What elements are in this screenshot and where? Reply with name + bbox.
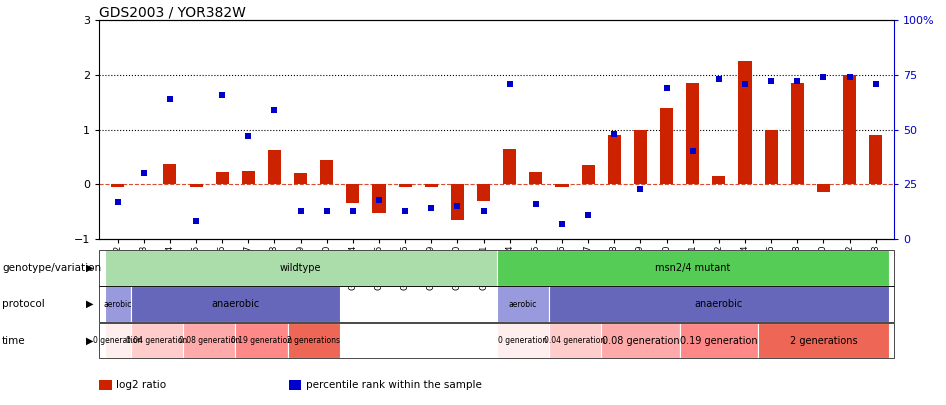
Text: anaerobic: anaerobic [211, 299, 259, 309]
Bar [869, 135, 883, 184]
Text: 0.19 generation: 0.19 generation [680, 336, 758, 345]
Point [606, 131, 622, 137]
Point [188, 218, 203, 225]
Bar [686, 83, 699, 184]
Point [267, 107, 282, 113]
Bar [373, 184, 386, 213]
Point [163, 96, 178, 102]
Point [554, 220, 569, 227]
Bar [111, 184, 124, 187]
Text: GDS2003 / YOR382W: GDS2003 / YOR382W [99, 5, 246, 19]
Bar [451, 184, 464, 220]
Point [581, 212, 596, 218]
Bar [268, 150, 281, 184]
Bar [582, 165, 595, 184]
Point [711, 76, 727, 83]
Text: anaerobic: anaerobic [694, 299, 743, 309]
Text: percentile rank within the sample: percentile rank within the sample [306, 380, 482, 390]
Point [659, 85, 674, 91]
Bar [634, 130, 647, 184]
Bar [346, 184, 359, 203]
Point [110, 198, 125, 205]
Point [815, 74, 831, 80]
Text: 0.19 generation: 0.19 generation [231, 336, 292, 345]
Point [685, 148, 700, 155]
Point [633, 185, 648, 192]
Point [293, 207, 308, 214]
Bar [660, 108, 674, 184]
Text: wildtype: wildtype [280, 263, 322, 273]
Bar [477, 184, 490, 201]
Text: ▶: ▶ [86, 336, 94, 345]
Bar [555, 184, 569, 187]
Bar [607, 135, 621, 184]
Text: 0 generation: 0 generation [93, 336, 142, 345]
Point [372, 196, 387, 203]
Point [424, 205, 439, 211]
Text: protocol: protocol [2, 299, 44, 309]
Bar [530, 172, 542, 184]
Bar [164, 164, 177, 184]
Bar [816, 184, 830, 192]
Point [450, 203, 465, 209]
Text: 0.08 generation: 0.08 generation [179, 336, 239, 345]
Bar [320, 160, 333, 184]
Point [319, 207, 334, 214]
Bar [791, 83, 804, 184]
Bar [712, 176, 726, 184]
Point [790, 78, 805, 85]
Text: 0.04 generation: 0.04 generation [126, 336, 187, 345]
Bar [294, 173, 307, 184]
Text: ▶: ▶ [86, 299, 94, 309]
Point [215, 92, 230, 98]
Bar [843, 75, 856, 184]
Bar [242, 171, 254, 184]
Text: time: time [2, 336, 26, 345]
Text: genotype/variation: genotype/variation [2, 263, 101, 273]
Point [528, 201, 543, 207]
Bar [425, 184, 438, 187]
Point [763, 78, 779, 85]
Point [502, 81, 517, 87]
Text: 2 generations: 2 generations [288, 336, 341, 345]
Point [842, 74, 857, 80]
Text: 0 generation: 0 generation [499, 336, 548, 345]
Bar [503, 149, 517, 184]
Point [397, 207, 412, 214]
Text: log2 ratio: log2 ratio [116, 380, 166, 390]
Text: aerobic: aerobic [509, 300, 537, 309]
Point [136, 170, 151, 177]
Bar [739, 61, 751, 184]
Bar [764, 130, 778, 184]
Text: aerobic: aerobic [103, 300, 131, 309]
Point [345, 207, 360, 214]
Text: msn2/4 mutant: msn2/4 mutant [655, 263, 730, 273]
Point [240, 133, 255, 139]
Bar [216, 172, 229, 184]
Text: 2 generations: 2 generations [790, 336, 857, 345]
Text: 0.08 generation: 0.08 generation [602, 336, 679, 345]
Bar [189, 184, 202, 187]
Point [868, 81, 884, 87]
Point [737, 81, 752, 87]
Text: ▶: ▶ [86, 263, 94, 273]
Point [476, 207, 491, 214]
Bar [398, 184, 412, 187]
Text: 0.04 generation: 0.04 generation [545, 336, 605, 345]
